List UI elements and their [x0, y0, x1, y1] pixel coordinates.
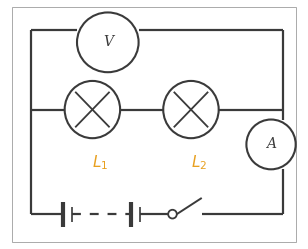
Ellipse shape	[65, 81, 120, 138]
Text: $L_{2}$: $L_{2}$	[191, 153, 207, 172]
Ellipse shape	[77, 12, 139, 72]
Text: V: V	[103, 35, 113, 49]
Ellipse shape	[246, 120, 296, 169]
Text: $L_{1}$: $L_{1}$	[92, 153, 108, 172]
Text: A: A	[266, 137, 276, 151]
Ellipse shape	[163, 81, 219, 138]
